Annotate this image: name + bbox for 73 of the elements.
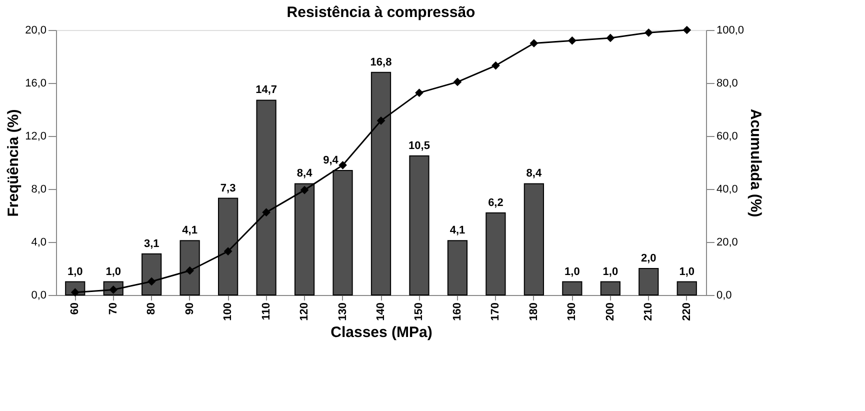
x-tick-label: 190	[566, 302, 578, 321]
data-label: 3,1	[144, 238, 160, 250]
data-label: 9,4	[323, 154, 340, 166]
x-tick-label: 100	[222, 302, 234, 321]
y-tick-label: 16,0	[25, 78, 46, 90]
data-label: 1,0	[602, 266, 618, 278]
y2-tick-label: 20,0	[716, 236, 738, 248]
x-tick-label: 90	[184, 302, 196, 315]
data-label: 6,2	[488, 196, 504, 209]
x-tick-label: 210	[642, 302, 655, 321]
point	[682, 26, 692, 34]
point	[453, 78, 462, 86]
x-tick-label: 150	[413, 302, 426, 321]
bar	[447, 240, 468, 296]
x-tick-label: 220	[680, 302, 693, 321]
data-label: 1,0	[67, 266, 83, 278]
x-tick-label: 170	[490, 302, 502, 321]
chart-title: Resistência à compressão	[286, 4, 476, 21]
x-tick-label: 140	[375, 302, 387, 321]
y-tick-label: 12,0	[25, 130, 46, 142]
x-tick-label: 80	[146, 302, 158, 315]
x-tick-label: 200	[604, 302, 616, 321]
point	[568, 36, 576, 45]
point	[224, 247, 232, 256]
data-label: 16,8	[370, 56, 392, 68]
data-label: 2,0	[641, 252, 656, 264]
data-label: 4,1	[182, 224, 198, 237]
bar	[524, 183, 544, 296]
y2-tick-label: 80,0	[716, 78, 738, 90]
point	[415, 88, 424, 97]
y-tick-label: 20,0	[25, 24, 46, 36]
point	[530, 39, 538, 48]
point	[262, 208, 270, 217]
bar	[486, 212, 506, 296]
data-label: 1,0	[679, 266, 695, 278]
point	[338, 160, 347, 170]
data-label: 10,5	[408, 140, 430, 152]
y2-tick-label: 60,0	[716, 130, 738, 142]
point	[186, 266, 194, 275]
bar	[600, 281, 620, 296]
y-tick-label: 8,0	[31, 184, 46, 196]
data-label: 8,4	[296, 168, 314, 180]
data-label: 7,3	[220, 182, 236, 194]
point	[376, 116, 386, 125]
x-tick-label: 110	[260, 302, 272, 320]
bar	[638, 268, 659, 296]
x-tick-label: 120	[298, 302, 311, 321]
x-tick-label: 180	[528, 302, 540, 321]
point	[147, 277, 156, 286]
bar	[676, 281, 697, 296]
x-tick-label: 160	[451, 302, 464, 321]
data-label: 1,0	[564, 266, 580, 278]
point	[606, 34, 615, 42]
y2-tick-label: 100,0	[716, 24, 744, 36]
data-label: 4,1	[450, 224, 466, 237]
bar	[409, 155, 430, 296]
x-tick-label: 70	[107, 302, 120, 315]
point	[300, 186, 309, 194]
data-label: 8,4	[526, 168, 542, 180]
data-label: 1,0	[106, 266, 121, 278]
y-tick-label: 4,0	[31, 236, 46, 248]
y-tick-label: 0,0	[31, 290, 46, 302]
y2-tick-label: 0,0	[716, 290, 732, 302]
bar	[562, 281, 582, 296]
x-tick-label: 60	[69, 302, 82, 315]
x-axis-title: Classes (MPa)	[330, 324, 432, 341]
y-axis-title: Freqüência (%)	[5, 109, 22, 217]
point	[644, 28, 653, 37]
x-tick-label: 130	[336, 302, 349, 321]
y2-axis-title: Acumulada (%)	[747, 108, 764, 218]
data-label: 14,7	[256, 84, 278, 96]
point	[492, 61, 500, 70]
y2-tick-label: 40,0	[716, 184, 738, 196]
